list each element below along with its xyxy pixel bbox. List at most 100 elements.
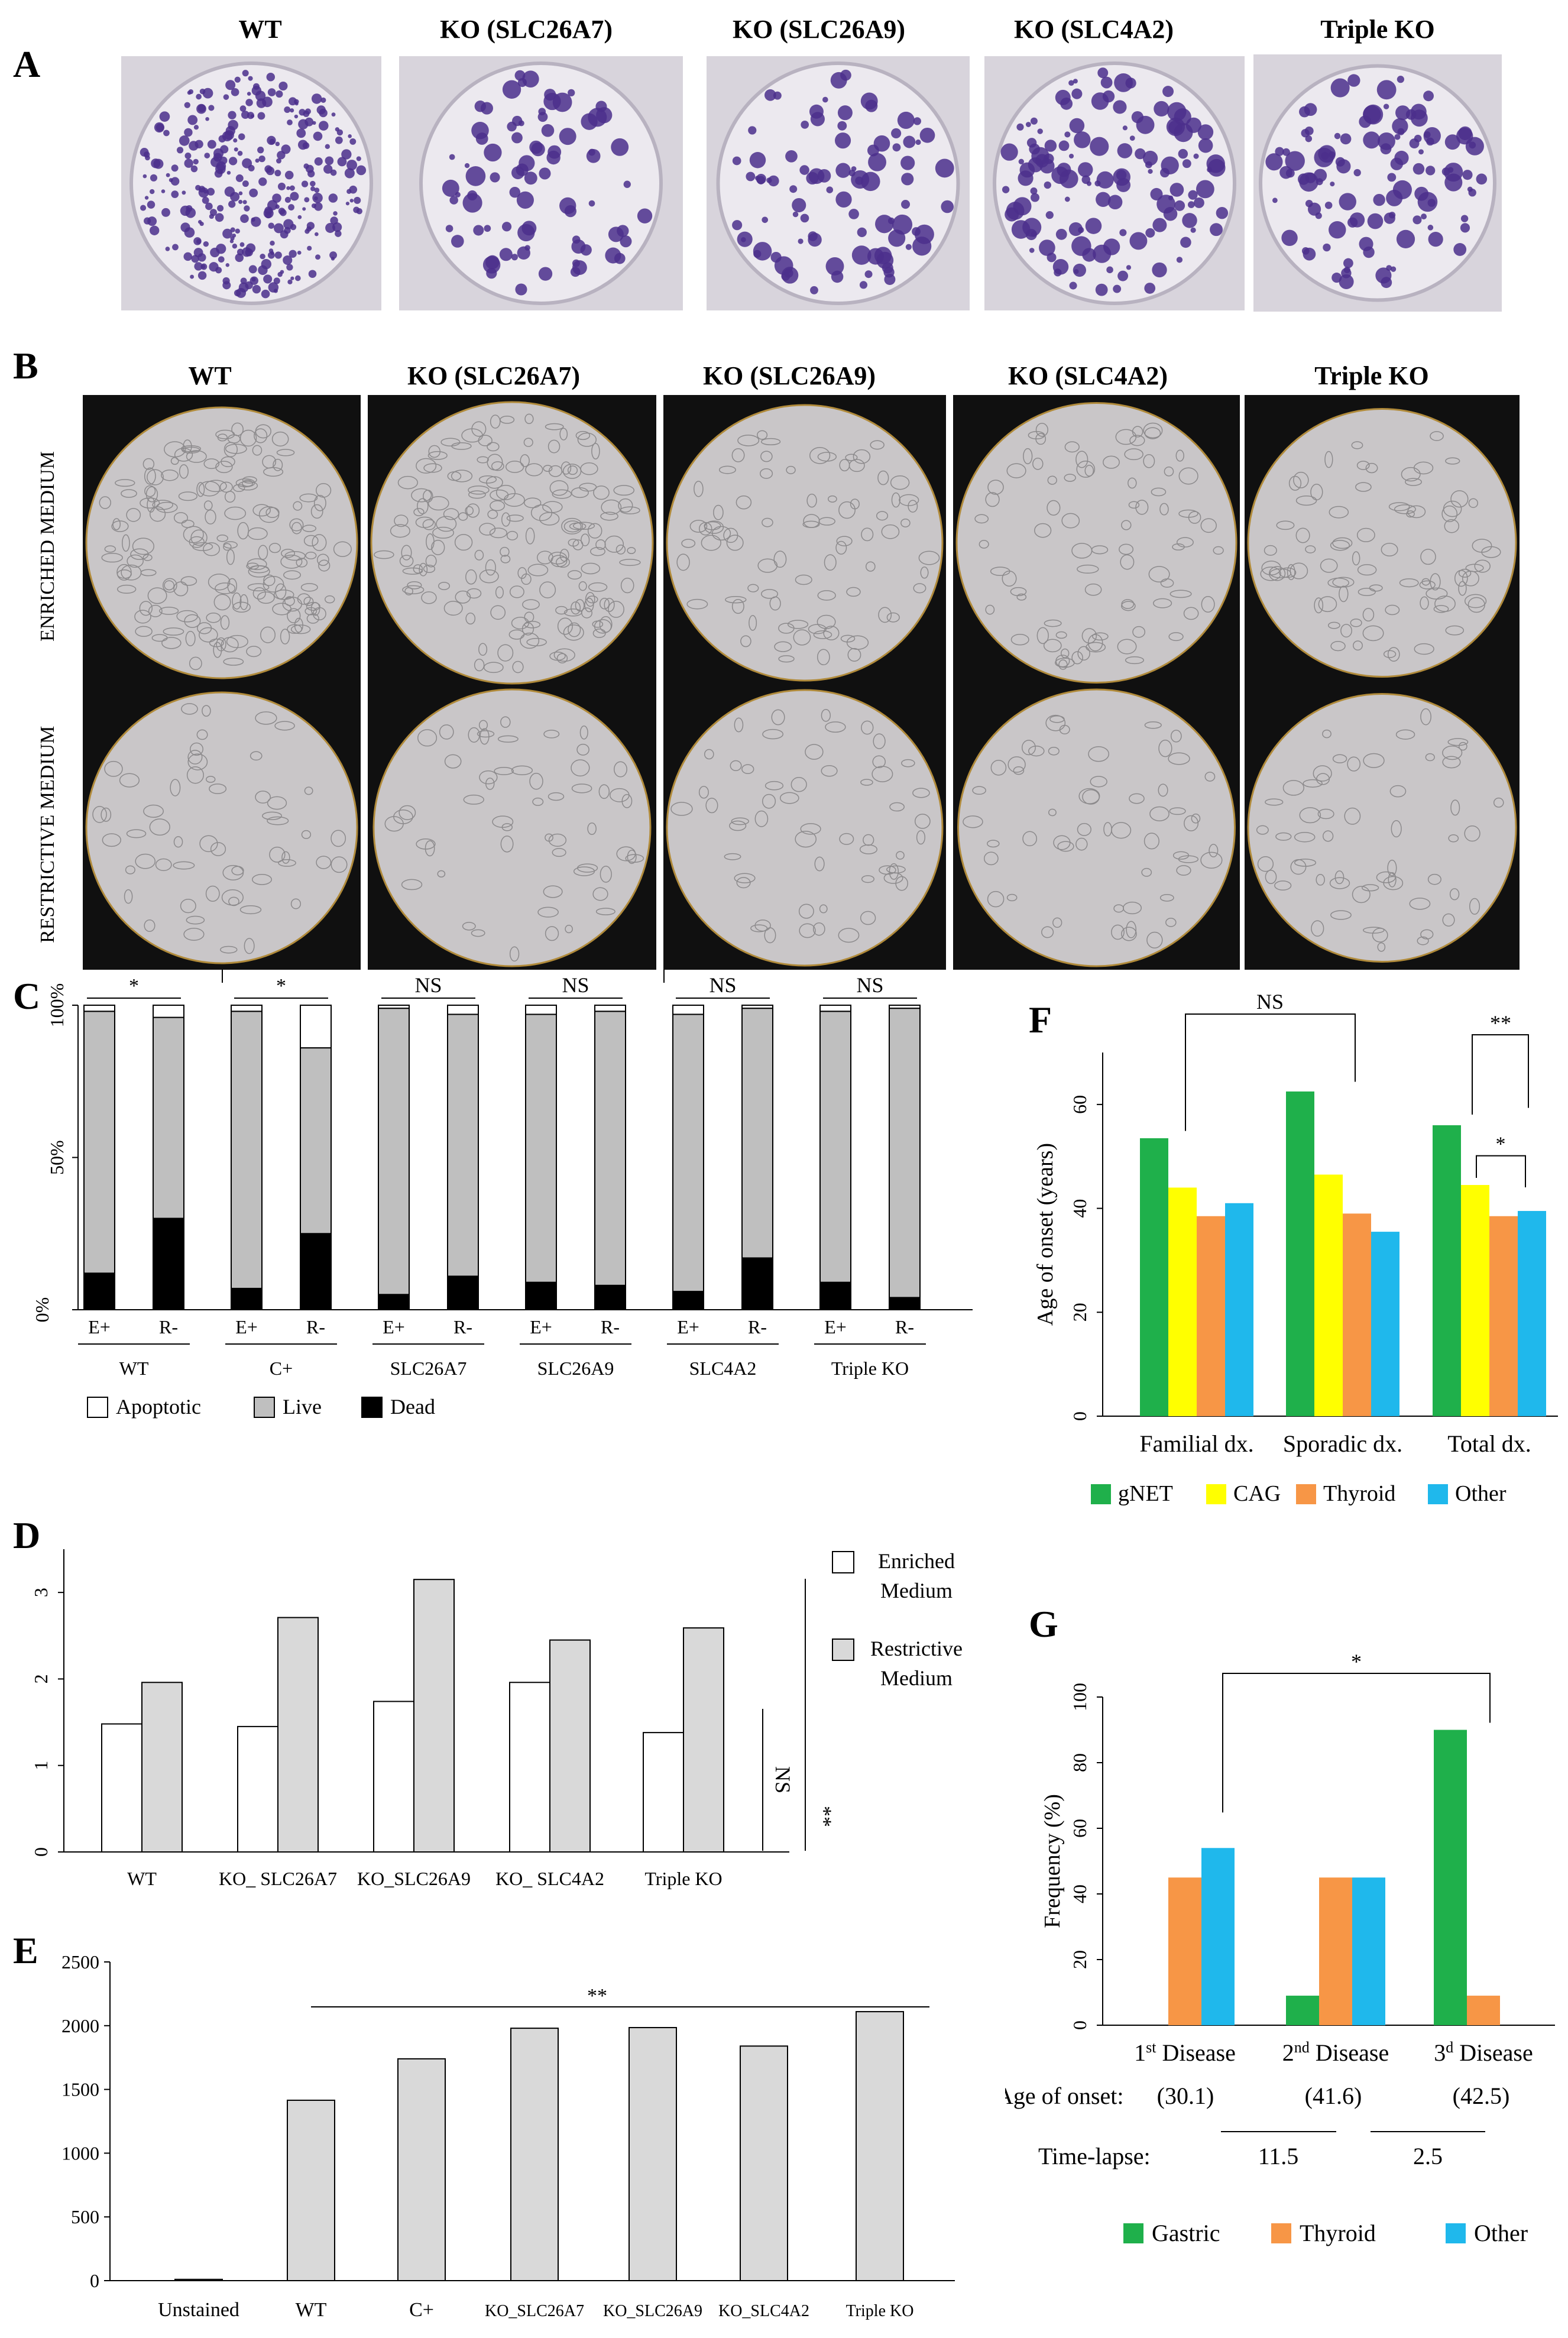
- panel-b-column-title: WT: [188, 361, 232, 390]
- cell: [437, 870, 446, 878]
- colony: [883, 267, 895, 278]
- cell: [863, 834, 874, 846]
- cell: [1388, 502, 1410, 511]
- cell: [135, 853, 156, 869]
- colony: [1018, 158, 1024, 165]
- culture-dish-image: [1253, 54, 1502, 312]
- colony: [258, 177, 267, 186]
- colony: [1376, 80, 1397, 100]
- bar: [413, 1579, 455, 1853]
- cell: [598, 784, 610, 799]
- chart-d: 0 1 2 3 WT KO_ SLC26A7 KO_SLC26A9 KO_ SLC4A2 Tri…: [30, 1549, 963, 1889]
- panel-b-column-title: Triple KO: [1314, 361, 1429, 390]
- cell: [144, 467, 156, 485]
- y-tick-label: 500: [71, 2206, 99, 2227]
- bar-segment-apoptotic: [153, 1005, 184, 1018]
- cell: [170, 779, 181, 796]
- colony: [250, 276, 258, 285]
- cell: [741, 764, 754, 775]
- colony: [1095, 283, 1108, 296]
- cell: [247, 527, 268, 540]
- cell: [116, 584, 137, 594]
- colony: [1390, 157, 1403, 170]
- cell: [620, 577, 634, 594]
- cell: [231, 422, 244, 436]
- colony: [251, 217, 255, 222]
- cell: [199, 627, 218, 643]
- cell: [479, 770, 498, 785]
- cell: [539, 581, 556, 598]
- y-tick-label: 60: [1069, 1095, 1090, 1114]
- colony: [1054, 268, 1062, 277]
- cell: [731, 448, 745, 462]
- colony: [1047, 252, 1057, 263]
- cell: [185, 630, 196, 646]
- colony: [306, 222, 315, 230]
- category-label: R-: [306, 1316, 325, 1338]
- cell: [601, 499, 622, 515]
- colony: [919, 127, 935, 143]
- group-label: WT: [119, 1358, 149, 1379]
- colony: [1318, 145, 1336, 163]
- cell: [1084, 465, 1094, 477]
- cell: [920, 566, 929, 579]
- colony: [323, 164, 333, 174]
- cell: [819, 904, 828, 914]
- y-tick-label: 0: [30, 1847, 51, 1857]
- cell: [1369, 584, 1383, 592]
- cell: [547, 792, 565, 801]
- cell: [161, 637, 182, 649]
- colony: [287, 279, 293, 284]
- colony: [1006, 202, 1025, 220]
- colony: [1169, 183, 1184, 197]
- colony: [1426, 166, 1436, 176]
- cell: [477, 456, 489, 464]
- cell: [304, 607, 318, 616]
- colony: [502, 80, 521, 99]
- cell: [206, 613, 221, 623]
- cell: [1082, 789, 1100, 805]
- cell: [1178, 509, 1198, 518]
- cell: [1076, 460, 1096, 478]
- colony: [155, 123, 164, 132]
- cell: [1044, 619, 1062, 627]
- colony: [233, 138, 238, 143]
- colony: [345, 202, 350, 206]
- legend-label: Other: [1474, 2220, 1528, 2246]
- cell: [773, 551, 787, 568]
- colony: [328, 193, 338, 203]
- colony: [252, 284, 261, 294]
- colony: [559, 197, 576, 215]
- cell: [92, 806, 107, 823]
- cell: [527, 564, 549, 577]
- colony: [311, 93, 322, 104]
- cell: [1351, 441, 1363, 449]
- bar: [740, 2045, 788, 2282]
- colony: [1064, 196, 1070, 202]
- cell: [303, 535, 319, 547]
- colony: [166, 173, 170, 177]
- colony: [1019, 162, 1035, 178]
- colony: [1113, 168, 1130, 186]
- colony: [346, 189, 352, 194]
- cell: [250, 751, 263, 761]
- colony: [337, 157, 347, 167]
- micrograph-image: [368, 686, 656, 970]
- colony: [1383, 103, 1389, 109]
- micrograph-field-of-view: [666, 404, 944, 682]
- category-label: R-: [159, 1316, 178, 1338]
- cell: [126, 829, 147, 838]
- cell: [562, 464, 582, 479]
- colony: [755, 176, 760, 181]
- cell: [425, 840, 435, 857]
- cell: [1168, 752, 1190, 765]
- colony: [891, 128, 902, 139]
- colony: [475, 132, 488, 145]
- cell: [262, 811, 282, 820]
- cell: [736, 495, 752, 510]
- cell: [1332, 537, 1353, 549]
- cell: [1450, 799, 1460, 816]
- cell: [757, 558, 778, 573]
- cell: [219, 481, 233, 493]
- cell: [487, 510, 498, 519]
